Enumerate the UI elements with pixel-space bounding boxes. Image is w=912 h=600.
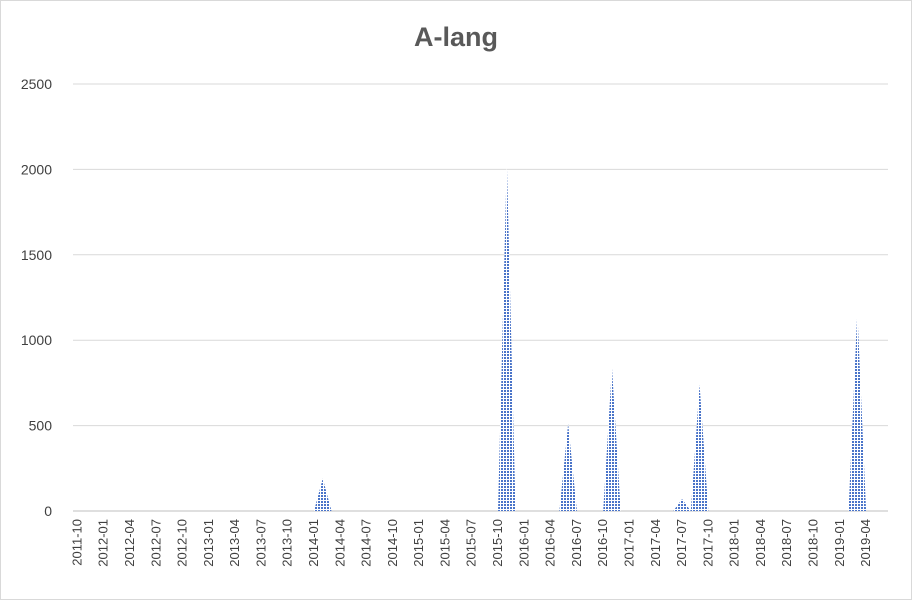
- x-tick-label: 2018-04: [753, 519, 768, 567]
- x-tick-label: 2017-01: [621, 519, 636, 567]
- x-tick-label: 2013-01: [201, 519, 216, 567]
- x-tick-label: 2019-01: [832, 519, 847, 567]
- x-tick-label: 2017-10: [700, 519, 715, 567]
- x-tick-label: 2012-01: [96, 519, 111, 567]
- y-tick-label: 0: [44, 503, 52, 519]
- x-tick-label: 2013-07: [253, 519, 268, 567]
- x-tick-label: 2014-01: [306, 519, 321, 567]
- x-tick-label: 2012-07: [148, 519, 163, 567]
- x-tick-label: 2011-10: [69, 519, 84, 566]
- x-tick-label: 2014-10: [385, 519, 400, 567]
- x-tick-label: 2014-04: [332, 519, 347, 567]
- x-tick-label: 2018-10: [806, 519, 821, 567]
- y-tick-label: 1500: [21, 247, 52, 263]
- x-tick-label: 2013-10: [280, 519, 295, 567]
- y-tick-label: 2500: [21, 76, 52, 92]
- x-tick-label: 2018-07: [779, 519, 794, 567]
- x-tick-label: 2013-04: [227, 519, 242, 567]
- x-tick-label: 2016-04: [543, 519, 558, 567]
- x-tick-label: 2018-01: [727, 519, 742, 567]
- x-tick-label: 2017-07: [674, 519, 689, 567]
- x-tick-label: 2014-07: [359, 519, 374, 567]
- y-tick-label: 500: [29, 418, 53, 434]
- x-tick-label: 2016-07: [569, 519, 584, 567]
- y-tick-label: 1000: [21, 332, 52, 348]
- x-tick-label: 2016-10: [595, 519, 610, 567]
- x-tick-label: 2017-04: [648, 519, 663, 567]
- x-tick-label: 2012-04: [122, 519, 137, 567]
- y-tick-label: 2000: [21, 161, 52, 177]
- x-tick-label: 2015-01: [411, 519, 426, 567]
- x-tick-label: 2015-04: [437, 519, 452, 567]
- series-area: [77, 160, 884, 512]
- x-tick-label: 2015-07: [464, 519, 479, 567]
- x-tick-label: 2016-01: [516, 519, 531, 567]
- chart-title: A-lang: [414, 22, 498, 52]
- x-tick-label: 2019-04: [858, 519, 873, 567]
- x-tick-label: 2015-10: [490, 519, 505, 567]
- x-tick-label: 2012-10: [175, 519, 190, 567]
